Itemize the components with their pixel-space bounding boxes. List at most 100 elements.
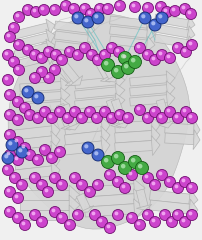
Polygon shape: [134, 179, 145, 199]
Circle shape: [40, 107, 50, 118]
Polygon shape: [46, 19, 55, 35]
Circle shape: [126, 169, 138, 180]
Circle shape: [4, 77, 8, 80]
Circle shape: [175, 45, 178, 48]
Circle shape: [149, 19, 161, 31]
Circle shape: [182, 179, 185, 182]
Polygon shape: [51, 121, 60, 141]
Circle shape: [24, 6, 28, 10]
Circle shape: [32, 75, 35, 78]
Circle shape: [173, 113, 183, 124]
Circle shape: [94, 114, 97, 118]
Circle shape: [13, 192, 23, 204]
Circle shape: [115, 211, 118, 215]
Circle shape: [15, 117, 18, 120]
Circle shape: [92, 12, 104, 24]
Circle shape: [59, 215, 62, 218]
Circle shape: [169, 6, 181, 17]
Circle shape: [188, 211, 192, 215]
Polygon shape: [64, 121, 104, 135]
Circle shape: [37, 66, 47, 78]
Circle shape: [4, 130, 16, 140]
Circle shape: [80, 4, 90, 14]
Circle shape: [75, 211, 78, 215]
Circle shape: [52, 174, 55, 178]
Circle shape: [15, 156, 18, 160]
Circle shape: [86, 108, 90, 112]
Polygon shape: [146, 36, 155, 52]
Circle shape: [4, 150, 16, 161]
Polygon shape: [85, 194, 136, 207]
Circle shape: [129, 1, 141, 12]
Circle shape: [64, 114, 68, 118]
Circle shape: [116, 48, 119, 52]
Circle shape: [57, 54, 67, 66]
Circle shape: [173, 42, 183, 54]
Circle shape: [164, 9, 167, 12]
Circle shape: [158, 4, 161, 7]
Polygon shape: [66, 123, 81, 130]
Circle shape: [182, 6, 185, 9]
Circle shape: [69, 173, 81, 184]
Circle shape: [106, 172, 110, 175]
Circle shape: [149, 54, 161, 66]
Circle shape: [82, 45, 85, 48]
Circle shape: [39, 5, 49, 16]
Polygon shape: [20, 102, 63, 112]
Polygon shape: [106, 99, 122, 125]
Polygon shape: [75, 77, 118, 89]
Circle shape: [186, 40, 198, 50]
Circle shape: [41, 6, 44, 10]
Circle shape: [6, 132, 10, 135]
Circle shape: [80, 42, 90, 54]
Circle shape: [93, 54, 103, 66]
Circle shape: [157, 113, 167, 124]
Circle shape: [186, 113, 198, 124]
Circle shape: [20, 220, 31, 230]
Circle shape: [55, 107, 65, 118]
Circle shape: [137, 45, 140, 48]
Circle shape: [135, 220, 145, 230]
Circle shape: [4, 186, 16, 198]
Circle shape: [114, 47, 124, 58]
Polygon shape: [14, 23, 50, 39]
Circle shape: [97, 6, 100, 9]
Circle shape: [171, 7, 175, 11]
Polygon shape: [20, 190, 71, 200]
Circle shape: [22, 5, 34, 16]
Circle shape: [34, 94, 38, 98]
Polygon shape: [61, 88, 70, 103]
Circle shape: [145, 174, 148, 178]
Polygon shape: [154, 24, 190, 38]
Polygon shape: [76, 193, 90, 211]
Polygon shape: [87, 21, 95, 37]
Circle shape: [145, 211, 148, 215]
Circle shape: [22, 144, 25, 148]
Circle shape: [15, 215, 18, 218]
Polygon shape: [87, 31, 95, 47]
Circle shape: [6, 139, 18, 151]
Polygon shape: [101, 126, 110, 146]
Polygon shape: [149, 200, 191, 214]
Polygon shape: [61, 97, 70, 114]
Circle shape: [70, 6, 74, 9]
Circle shape: [13, 212, 23, 223]
Polygon shape: [101, 116, 110, 136]
Circle shape: [16, 13, 19, 17]
Circle shape: [92, 113, 102, 124]
Circle shape: [100, 107, 110, 118]
Polygon shape: [136, 189, 148, 208]
Circle shape: [17, 180, 27, 191]
Circle shape: [4, 90, 16, 101]
Circle shape: [180, 216, 190, 228]
Circle shape: [6, 209, 10, 212]
Circle shape: [157, 49, 167, 60]
Polygon shape: [193, 120, 200, 140]
Polygon shape: [64, 141, 104, 155]
Circle shape: [15, 195, 18, 198]
Polygon shape: [166, 91, 175, 107]
Circle shape: [137, 107, 140, 110]
Polygon shape: [193, 130, 200, 150]
Circle shape: [137, 222, 140, 225]
Circle shape: [24, 47, 28, 50]
